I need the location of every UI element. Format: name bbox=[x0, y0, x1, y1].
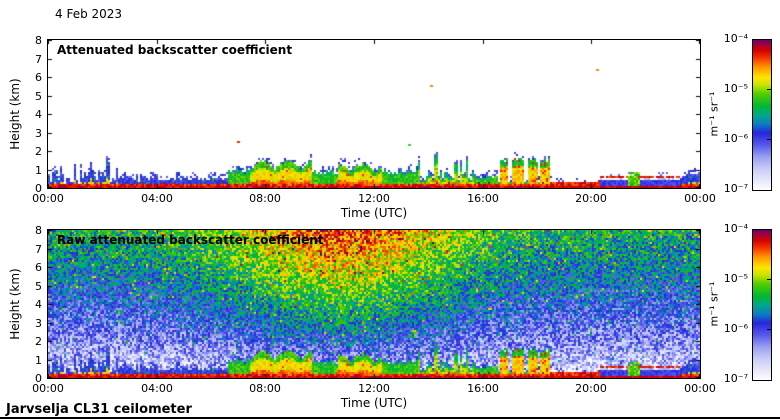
y-tick-label: 1 bbox=[35, 164, 42, 177]
x-axis-label-bottom: Time (UTC) bbox=[340, 396, 408, 410]
y-tick-label: 5 bbox=[35, 90, 42, 103]
y-tick-label: 2 bbox=[35, 145, 42, 158]
raw-plot-area bbox=[47, 229, 701, 379]
x-tick-label: 08:00 bbox=[249, 382, 281, 395]
colorbar-tick-label: 10⁻⁷ bbox=[723, 182, 748, 195]
x-tick-label: 16:00 bbox=[467, 192, 499, 205]
y-tick-label: 0 bbox=[35, 372, 42, 385]
x-tick-label: 00:00 bbox=[684, 382, 716, 395]
colorbar-tick-label: 10⁻⁵ bbox=[723, 82, 748, 95]
y-tick-label: 7 bbox=[35, 53, 42, 66]
y-tick-label: 4 bbox=[35, 108, 42, 121]
colorbar-scale-tick bbox=[767, 139, 771, 140]
y-tick-label: 4 bbox=[35, 298, 42, 311]
colorbar-tick-label: 10⁻⁴ bbox=[723, 32, 748, 45]
x-tick-label: 04:00 bbox=[141, 192, 173, 205]
y-tick-label: 8 bbox=[35, 34, 42, 47]
colorbar-tick-label: 10⁻⁵ bbox=[723, 272, 748, 285]
y-tick-label: 2 bbox=[35, 335, 42, 348]
x-axis-label-top: Time (UTC) bbox=[340, 206, 408, 220]
colorbar-tick-label: 10⁻⁷ bbox=[723, 372, 748, 385]
y-tick-label: 6 bbox=[35, 261, 42, 274]
y-tick-label: 1 bbox=[35, 354, 42, 367]
y-tick-label: 5 bbox=[35, 280, 42, 293]
x-tick-label: 00:00 bbox=[684, 192, 716, 205]
colorbar-unit-label-bottom: m⁻¹ sr⁻¹ bbox=[707, 281, 721, 327]
x-tick-label: 00:00 bbox=[32, 192, 64, 205]
instrument-label: Jarvselja CL31 ceilometer bbox=[6, 402, 192, 417]
x-tick-label: 20:00 bbox=[575, 382, 607, 395]
colorbar-tick-label: 10⁻⁶ bbox=[723, 322, 748, 335]
colorbar-top bbox=[752, 39, 772, 191]
x-tick-label: 20:00 bbox=[575, 192, 607, 205]
bottom-border-line bbox=[0, 417, 780, 419]
x-tick-label: 12:00 bbox=[358, 382, 390, 395]
colorbar-tick-label: 10⁻⁶ bbox=[723, 132, 748, 145]
date-label: 4 Feb 2023 bbox=[55, 7, 123, 21]
colorbar-unit-label-top: m⁻¹ sr⁻¹ bbox=[707, 91, 721, 137]
x-tick-label: 04:00 bbox=[141, 382, 173, 395]
x-tick-label: 08:00 bbox=[249, 192, 281, 205]
colorbar-scale-tick bbox=[767, 89, 771, 90]
y-tick-label: 0 bbox=[35, 182, 42, 195]
y-tick-label: 6 bbox=[35, 71, 42, 84]
colorbar-tick-label: 10⁻⁴ bbox=[723, 222, 748, 235]
y-tick-label: 7 bbox=[35, 243, 42, 256]
colorbar-bottom bbox=[752, 229, 772, 381]
attenuated-plot-area bbox=[47, 39, 701, 189]
y-tick-label: 3 bbox=[35, 317, 42, 330]
y-tick-label: 3 bbox=[35, 127, 42, 140]
colorbar-scale-tick bbox=[767, 279, 771, 280]
x-tick-label: 00:00 bbox=[32, 382, 64, 395]
raw-heatmap-canvas bbox=[48, 230, 700, 378]
x-tick-label: 12:00 bbox=[358, 192, 390, 205]
attenuated-heatmap-canvas bbox=[48, 40, 700, 188]
x-tick-label: 16:00 bbox=[467, 382, 499, 395]
y-tick-label: 8 bbox=[35, 224, 42, 237]
attenuated-plot-title: Attenuated backscatter coefficient bbox=[57, 43, 293, 57]
raw-plot-title: Raw attenuated backscatter coefficient bbox=[57, 233, 324, 247]
colorbar-scale-tick bbox=[767, 329, 771, 330]
